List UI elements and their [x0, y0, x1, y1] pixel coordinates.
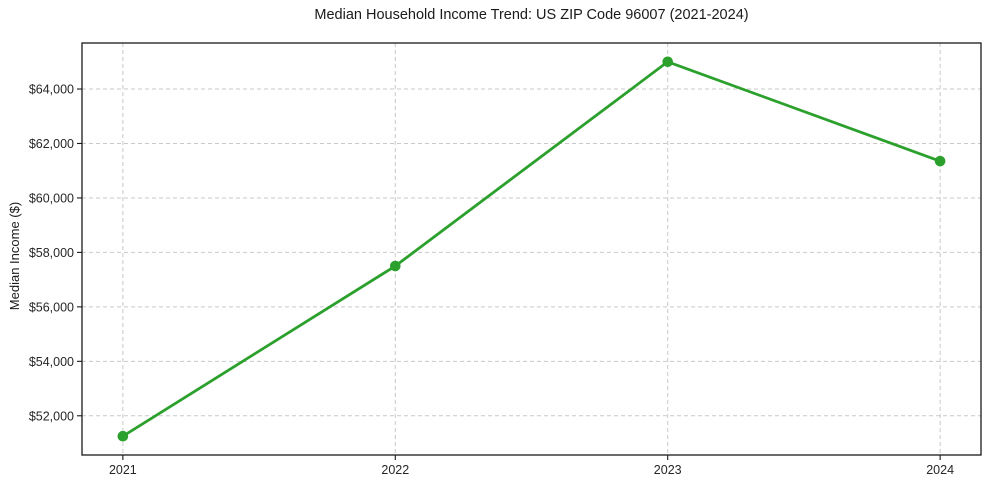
- y-tick-label: $64,000: [29, 83, 74, 97]
- y-tick-label: $54,000: [29, 355, 74, 369]
- trend-line: [121, 60, 942, 438]
- x-tick-label: 2021: [109, 463, 137, 477]
- y-tick-label: $60,000: [29, 191, 74, 205]
- y-tick-label: $52,000: [29, 409, 74, 423]
- y-tick-label: $58,000: [29, 246, 74, 260]
- x-tick-label: 2024: [926, 463, 954, 477]
- data-point-2022: [389, 260, 401, 272]
- data-point-2024: [934, 155, 946, 167]
- chart-title: Median Household Income Trend: US ZIP Co…: [314, 7, 749, 23]
- x-tick-label: 2023: [654, 463, 682, 477]
- data-point-2021: [117, 430, 129, 442]
- axes-spines: [81, 42, 982, 456]
- y-tick-label: $62,000: [29, 137, 74, 151]
- x-tick-label: 2022: [381, 463, 409, 477]
- y-tick-label: $56,000: [29, 300, 74, 314]
- data-point-2023: [662, 56, 674, 68]
